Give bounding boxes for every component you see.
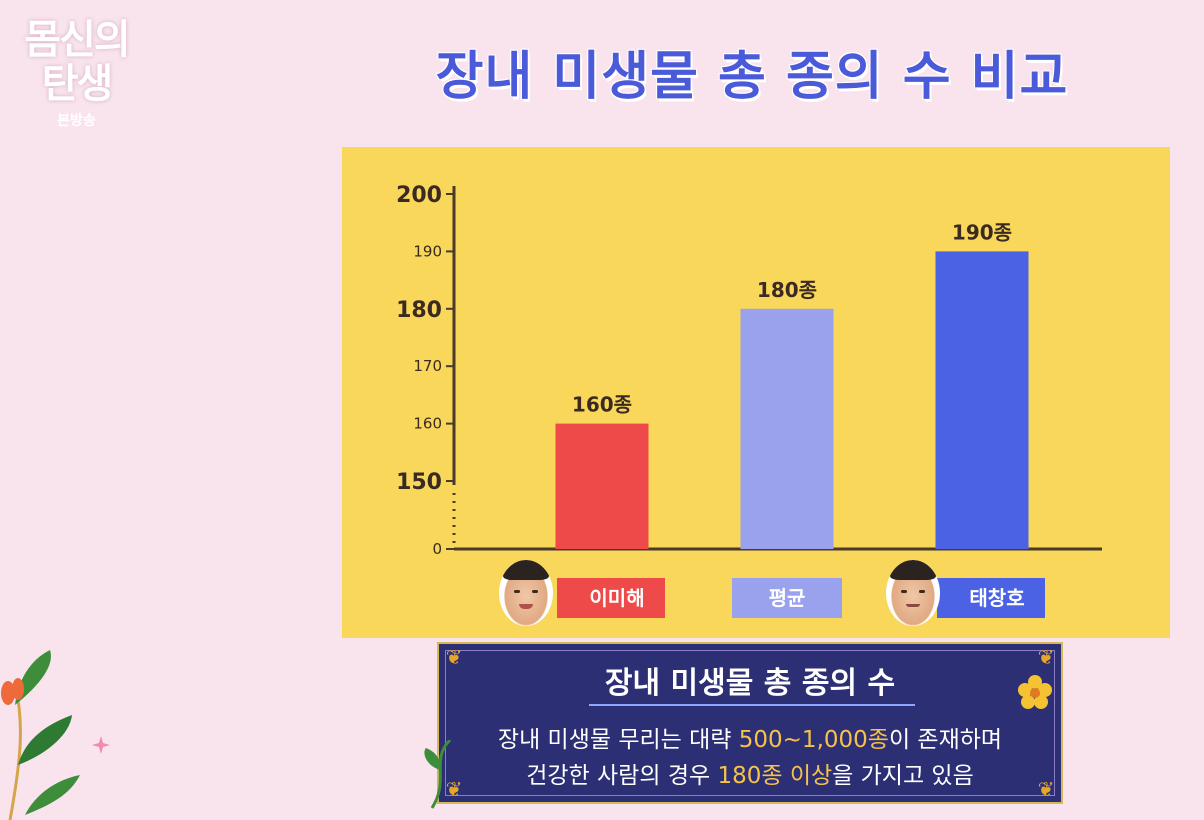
category-tag-3 xyxy=(937,578,1045,618)
category-label: 태창호 xyxy=(969,586,1024,610)
category-label: 이미해 xyxy=(589,586,644,610)
info-divider xyxy=(589,704,915,706)
category-label: 평균 xyxy=(769,586,806,610)
sparkle-icon xyxy=(92,736,110,754)
flower-branch-icon xyxy=(1,650,80,820)
bar-3 xyxy=(935,251,1029,549)
person-photo-left xyxy=(499,560,553,626)
bar-value-label: 160종 xyxy=(572,393,632,417)
page-title: 장내 미생물 총 종의 수 비교 xyxy=(435,47,1069,107)
show-logo: 몸신의 탄생 본방송 xyxy=(14,18,139,130)
ornament-icon: ❦ xyxy=(1037,645,1055,669)
bar-value-label: 190종 xyxy=(952,220,1012,244)
bar-value-label: 180종 xyxy=(757,278,817,302)
info-text: 장내 미생물 무리는 대략 xyxy=(497,727,739,753)
y-tick-label: 150 xyxy=(396,470,442,495)
info-highlight: 500~1,000종 xyxy=(738,727,889,753)
info-text: 을 가지고 있음 xyxy=(832,763,974,789)
logo-subtitle: 본방송 xyxy=(57,113,96,129)
y-tick-label: 180 xyxy=(396,298,442,323)
info-text-line-1: 장내 미생물 무리는 대략 500~1,000종이 존재하며 xyxy=(439,720,1061,754)
info-text: 이 존재하며 xyxy=(888,727,1003,753)
category-tag-1 xyxy=(557,578,665,618)
info-text-line-2: 건강한 사람의 경우 180종 이상을 가지고 있음 xyxy=(439,756,1061,790)
y-tick-label: 190 xyxy=(413,242,442,260)
info-text: 건강한 사람의 경우 xyxy=(526,763,718,789)
y-tick-label: 0 xyxy=(432,540,442,558)
y-tick-label: 170 xyxy=(413,357,442,375)
y-tick-label: 160 xyxy=(413,415,442,433)
info-box: ❦ ❦ ❦ ❦ 장내 미생물 총 종의 수 장내 미생물 무리는 대략 500~… xyxy=(437,642,1063,804)
category-tag-2 xyxy=(732,578,842,618)
ornament-icon: ❦ xyxy=(1037,777,1055,801)
info-title: 장내 미생물 총 종의 수 xyxy=(604,666,896,701)
logo-line-2: 탄생 xyxy=(41,61,114,107)
person-photo-right xyxy=(886,560,940,626)
bar-1 xyxy=(555,423,649,549)
bar-2 xyxy=(740,308,834,549)
ornament-icon: ❦ xyxy=(445,645,463,669)
flower-icon xyxy=(1018,675,1052,709)
y-tick-label: 200 xyxy=(396,183,442,208)
vine-icon xyxy=(424,740,452,809)
info-highlight: 180종 이상 xyxy=(717,763,833,789)
logo-line-1: 몸신의 xyxy=(24,17,130,63)
ornament-icon: ❦ xyxy=(445,777,463,801)
